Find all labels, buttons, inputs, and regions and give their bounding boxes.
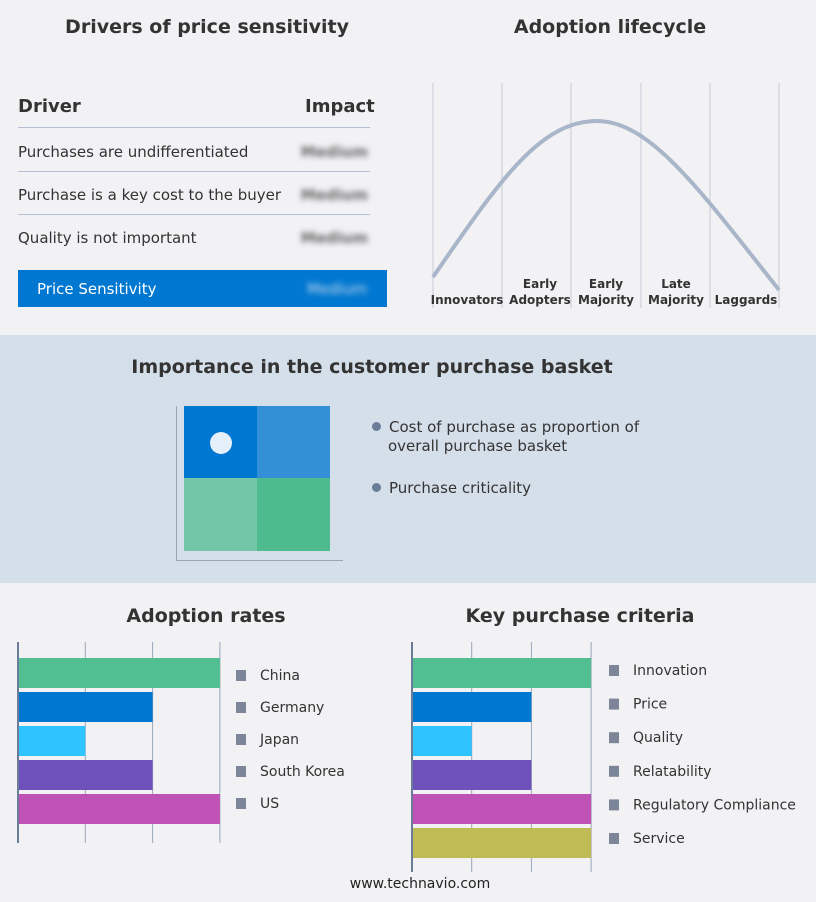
bar-south-korea [18, 760, 153, 790]
legend-swatch-icon [609, 833, 619, 844]
legend-label: Japan [259, 732, 299, 748]
summary-impact: Medium [307, 280, 367, 298]
legend-label: Regulatory Compliance [633, 797, 796, 813]
legend-label: Price [633, 697, 667, 713]
legend-swatch-icon [609, 732, 619, 744]
bar-service [412, 828, 592, 858]
driver-row: Purchases are undifferentiated Medium [18, 128, 370, 172]
adoption-curve [431, 118, 781, 292]
header-divider [18, 127, 370, 128]
legend-swatch-icon [236, 670, 246, 681]
basket-quadrant [184, 478, 257, 551]
basket-marker [210, 432, 232, 454]
legend-label: US [260, 796, 279, 812]
driver-label: Quality is not important [18, 229, 197, 247]
legend-label: Germany [260, 700, 324, 716]
basket-title: Importance in the customer purchase bask… [131, 356, 613, 378]
adoption-title: Adoption rates [126, 605, 286, 627]
stage-label: Late [661, 277, 691, 291]
legend-swatch-icon [236, 702, 246, 713]
stage-label: Early [523, 277, 557, 291]
stage-label: Adopters [509, 293, 571, 307]
stage-label: Laggards [715, 293, 778, 307]
drivers-title: Drivers of price sensitivity [65, 16, 349, 38]
bar-innovation [412, 658, 592, 688]
stage-label: Early [589, 277, 623, 291]
basket-quadrant [257, 478, 330, 551]
bar-quality [412, 726, 472, 756]
legend-label: South Korea [260, 764, 345, 780]
kpc-title: Key purchase criteria [465, 605, 695, 627]
price-sensitivity-summary: Price Sensitivity Medium [18, 270, 387, 307]
bar-us [18, 794, 220, 824]
legend-swatch-icon [236, 798, 246, 809]
bar-china [18, 658, 220, 688]
lifecycle-chart: Innovators Early Adopters Early Majority Late… [431, 83, 781, 308]
col-impact: Impact [305, 96, 375, 117]
lifecycle-title: Adoption lifecycle [513, 16, 707, 38]
driver-label: Purchases are undifferentiated [18, 143, 249, 161]
basket-legend-item: Cost of purchase as proportion of overal… [372, 418, 658, 456]
summary-label: Price Sensitivity [37, 280, 157, 298]
bar-relatability [412, 760, 532, 790]
basket-quadrant [257, 406, 330, 478]
stage-label: Majority [578, 293, 634, 307]
bar-price [412, 692, 532, 722]
legend-swatch-icon [236, 766, 246, 777]
stage-label: Majority [648, 293, 704, 307]
bar-regulatory-compliance [412, 794, 592, 824]
bar-charts: China Germany Japan South Korea US Innovation… [17, 642, 796, 872]
legend-swatch-icon [609, 765, 619, 777]
legend-label: Service [633, 831, 685, 847]
bar-germany [18, 692, 153, 722]
legend-label: Relatability [633, 764, 712, 780]
basket-section [0, 335, 816, 583]
legend-label: China [260, 668, 300, 684]
bullet-icon [372, 422, 381, 431]
legend-swatch-icon [609, 698, 619, 710]
legend-label: Quality [633, 730, 683, 746]
basket-axis [176, 406, 343, 561]
bar-japan [18, 726, 86, 756]
driver-label: Purchase is a key cost to the buyer [18, 186, 282, 204]
stage-label: Innovators [431, 293, 504, 307]
driver-row: Purchase is a key cost to the buyer Mediu… [18, 171, 370, 215]
impact-value: Medium [300, 143, 368, 161]
legend-label: Innovation [633, 663, 707, 679]
col-driver: Driver [18, 96, 81, 117]
bullet-icon [372, 483, 381, 492]
impact-value: Medium [300, 186, 368, 204]
basket-legend-item: Purchase criticality [372, 479, 531, 497]
legend-swatch-icon [609, 799, 619, 811]
legend-swatch-icon [609, 665, 619, 676]
footer-url: www.technavio.com [349, 876, 491, 892]
legend-swatch-icon [236, 734, 246, 745]
driver-row: Quality is not important Medium [18, 214, 370, 257]
impact-value: Medium [300, 229, 368, 247]
